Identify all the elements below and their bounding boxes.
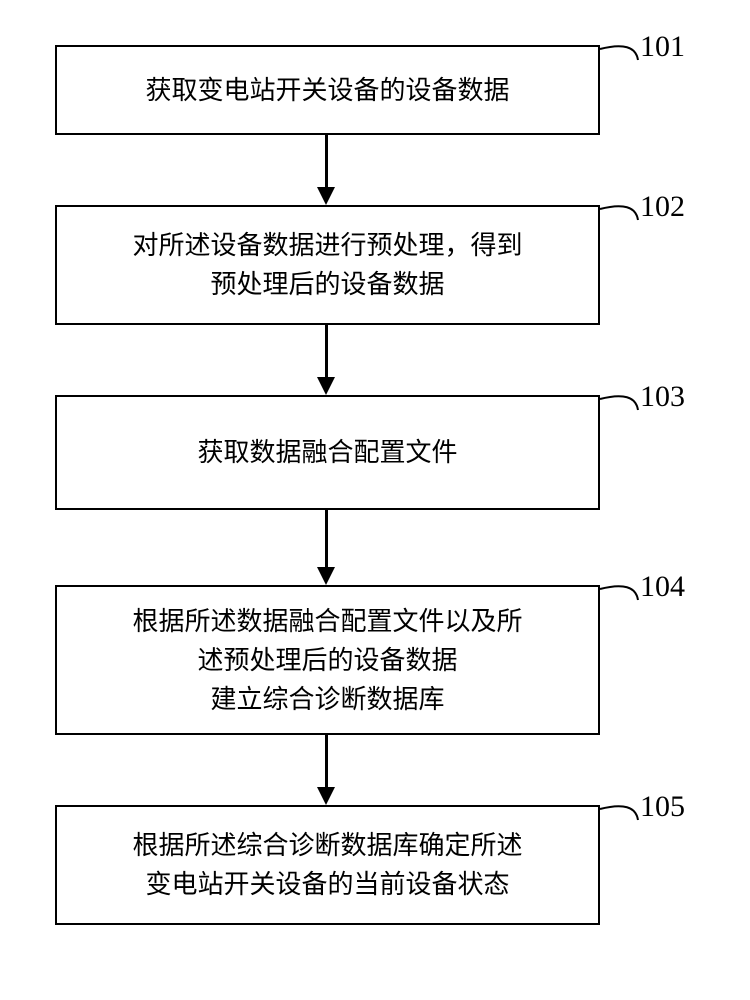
- flow-node-5: 根据所述综合诊断数据库确定所述 变电站开关设备的当前设备状态: [55, 805, 600, 925]
- flow-node-2-text: 对所述设备数据进行预处理，得到 预处理后的设备数据: [132, 226, 522, 304]
- arrow-1-2-head: [317, 187, 335, 205]
- flow-node-3: 获取数据融合配置文件: [55, 395, 600, 510]
- flow-label-4: 104: [640, 570, 685, 604]
- arrow-3-4-head: [317, 567, 335, 585]
- flow-label-5: 105: [640, 790, 685, 824]
- flow-label-1: 101: [640, 30, 685, 64]
- flow-node-5-text: 根据所述综合诊断数据库确定所述 变电站开关设备的当前设备状态: [132, 826, 522, 904]
- arrow-2-3-head: [317, 377, 335, 395]
- arrow-1-2-line: [325, 135, 328, 187]
- arrow-2-3-line: [325, 325, 328, 377]
- flow-node-1-text: 获取变电站开关设备的设备数据: [145, 71, 509, 110]
- flow-node-1: 获取变电站开关设备的设备数据: [55, 45, 600, 135]
- flow-label-2: 102: [640, 190, 685, 224]
- flow-node-3-text: 获取数据融合配置文件: [197, 433, 457, 472]
- flow-node-4-text: 根据所述数据融合配置文件以及所 述预处理后的设备数据 建立综合诊断数据库: [132, 602, 522, 719]
- flowchart-canvas: 获取变电站开关设备的设备数据 101 对所述设备数据进行预处理，得到 预处理后的…: [0, 0, 750, 1000]
- flow-node-2: 对所述设备数据进行预处理，得到 预处理后的设备数据: [55, 205, 600, 325]
- arrow-4-5-head: [317, 787, 335, 805]
- flow-node-4: 根据所述数据融合配置文件以及所 述预处理后的设备数据 建立综合诊断数据库: [55, 585, 600, 735]
- flow-label-3: 103: [640, 380, 685, 414]
- arrow-4-5-line: [325, 735, 328, 787]
- arrow-3-4-line: [325, 510, 328, 567]
